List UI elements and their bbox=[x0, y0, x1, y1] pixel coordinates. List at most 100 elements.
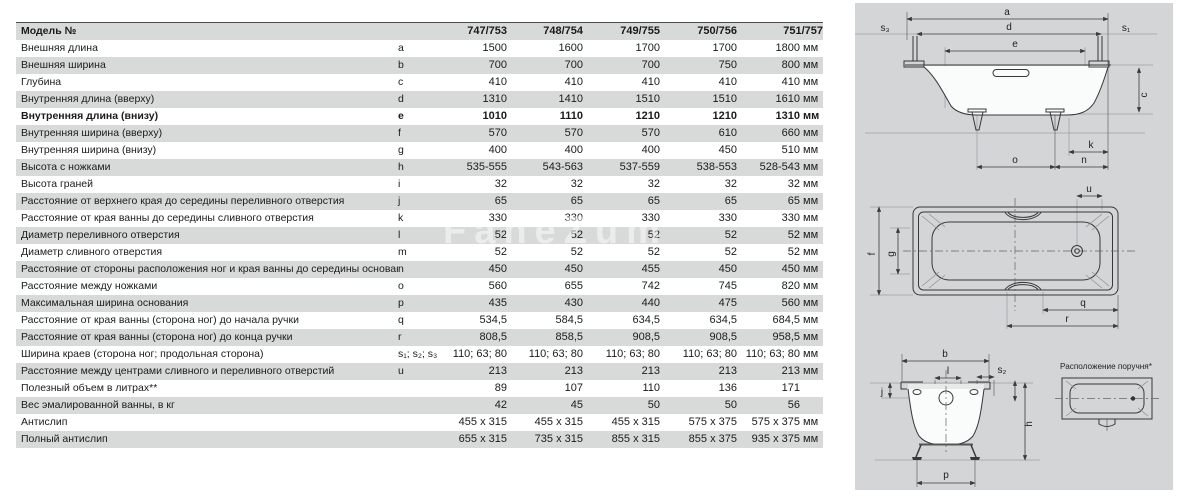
row-value-with-unit: 52 мм bbox=[737, 227, 823, 244]
row-value: 534,5 bbox=[479, 314, 507, 326]
dim-q-label: q bbox=[1080, 298, 1086, 309]
row-value: 110; 63; 80 bbox=[682, 348, 737, 360]
row-value: 136 bbox=[718, 382, 737, 394]
row-value: 700 bbox=[641, 59, 660, 71]
dim-n-label: n bbox=[1081, 155, 1087, 166]
row-letter: m bbox=[398, 246, 407, 258]
dim-c-label: c bbox=[1139, 93, 1150, 98]
row-value: 455 x 315 bbox=[611, 416, 660, 428]
table-row: Внешняя ширина b 700 700 700 750 800 мм bbox=[16, 57, 823, 74]
row-unit: мм bbox=[803, 178, 819, 190]
header-label: Модель № bbox=[21, 25, 77, 37]
row-value: 32 bbox=[724, 178, 737, 190]
row-label: Полный антислип bbox=[21, 433, 108, 445]
table-row: Расстояние от края ванны до середины сли… bbox=[16, 210, 823, 227]
foot-left bbox=[967, 108, 987, 113]
row-value: 750 bbox=[718, 59, 737, 71]
row-value: 65 bbox=[647, 195, 660, 207]
spec-table: Модель № 747/753 748/754 749/755 750/756 751/… bbox=[16, 22, 823, 448]
row-value: 110; 63; 80 bbox=[452, 348, 507, 360]
grip-top bbox=[1004, 212, 1042, 221]
model-number: 749/755 bbox=[620, 25, 660, 37]
table-row: Расстояние от верхнего края до середины … bbox=[16, 193, 823, 210]
row-unit: мм bbox=[803, 297, 819, 309]
dim-d-label: d bbox=[1006, 22, 1012, 33]
row-value: 110 bbox=[642, 382, 660, 394]
row-value: 570 bbox=[564, 127, 583, 139]
row-label: Ширина краев (сторона ног; продольная ст… bbox=[21, 348, 264, 360]
row-unit: мм bbox=[803, 331, 819, 343]
row-value: 330 bbox=[781, 212, 800, 224]
row-value: 52 bbox=[787, 229, 800, 241]
dim-p-label: p bbox=[943, 470, 949, 481]
table-row: Внутренняя длина (вверху) d 1310 1410 1510 15… bbox=[16, 91, 823, 108]
row-value-with-unit: 32 мм bbox=[737, 176, 823, 193]
row-value: 655 x 315 bbox=[458, 433, 507, 445]
table-row: Диаметр переливного отверстия l 52 52 52 52 52… bbox=[16, 227, 823, 244]
row-label: Полезный объем в литрах** bbox=[21, 382, 158, 394]
dim-k-label: k bbox=[1089, 140, 1095, 151]
row-value: 1110 bbox=[559, 110, 583, 122]
row-value: 575 x 375 bbox=[751, 416, 800, 428]
row-value: 42 bbox=[494, 399, 507, 411]
row-value: 908,5 bbox=[709, 331, 737, 343]
row-value: 52 bbox=[787, 246, 800, 258]
row-letter: k bbox=[398, 212, 404, 224]
row-value: 655 bbox=[564, 280, 583, 292]
row-label: Расстояние от края ванны (сторона ног) д… bbox=[21, 314, 299, 326]
row-value: 52 bbox=[494, 229, 507, 241]
row-value: 65 bbox=[787, 195, 800, 207]
model-number: 751/757 bbox=[783, 25, 823, 37]
row-letter: r bbox=[398, 331, 402, 343]
row-unit bbox=[800, 397, 823, 414]
row-label: Высота с ножками bbox=[21, 161, 111, 173]
row-value: 107 bbox=[564, 382, 583, 394]
row-label: Расстояние от стороны расположения ног и… bbox=[21, 263, 398, 275]
dim-l-label: l bbox=[947, 366, 949, 377]
row-letter: g bbox=[398, 144, 404, 156]
row-value: 450 bbox=[564, 263, 583, 275]
row-value: 330 bbox=[564, 212, 583, 224]
dim-s3-label: s₃ bbox=[880, 23, 889, 34]
row-label: Расстояние между центрами сливного и пер… bbox=[21, 365, 335, 377]
row-letter: q bbox=[398, 314, 404, 326]
row-letter: f bbox=[398, 127, 401, 139]
row-unit: мм bbox=[803, 127, 819, 139]
row-value: 700 bbox=[488, 59, 507, 71]
row-letter: e bbox=[398, 110, 404, 122]
row-value: 800 bbox=[781, 59, 800, 71]
row-value: 1210 bbox=[712, 110, 737, 122]
row-value: 410 bbox=[641, 76, 660, 88]
row-value-with-unit: 1800 мм bbox=[737, 40, 823, 57]
row-label: Вес эмалированной ванны, в кг bbox=[21, 399, 175, 411]
row-value: 430 bbox=[564, 297, 583, 309]
row-value: 1800 bbox=[775, 42, 800, 54]
row-value: 634,5 bbox=[709, 314, 737, 326]
row-unit: мм bbox=[803, 195, 819, 207]
row-value: 1310 bbox=[775, 110, 800, 122]
row-value: 1010 bbox=[482, 110, 507, 122]
row-value: 820 bbox=[781, 280, 800, 292]
row-value: 455 x 315 bbox=[534, 416, 583, 428]
row-value: 110; 63; 80 bbox=[745, 348, 800, 360]
row-value-with-unit: 510 мм bbox=[737, 142, 823, 159]
row-value: 89 bbox=[494, 382, 507, 394]
row-value: 52 bbox=[570, 229, 583, 241]
table-row: Расстояние от стороны расположения ног и… bbox=[16, 261, 823, 278]
row-unit: мм bbox=[803, 416, 819, 428]
row-value: 742 bbox=[641, 280, 660, 292]
row-letter: i bbox=[398, 178, 401, 190]
row-value: 1700 bbox=[635, 42, 660, 54]
row-value: 455 bbox=[641, 263, 660, 275]
row-value: 958,5 bbox=[772, 331, 800, 343]
dim-f-label: f bbox=[867, 252, 878, 255]
row-value: 65 bbox=[724, 195, 737, 207]
row-unit: мм bbox=[803, 110, 820, 122]
row-value: 213 bbox=[564, 365, 583, 377]
row-letter: u bbox=[398, 365, 404, 377]
row-value: 450 bbox=[718, 263, 737, 275]
row-label: Расстояние от верхнего края до середины … bbox=[21, 195, 345, 207]
row-value: 1510 bbox=[635, 93, 660, 105]
row-unit: мм bbox=[803, 93, 819, 105]
